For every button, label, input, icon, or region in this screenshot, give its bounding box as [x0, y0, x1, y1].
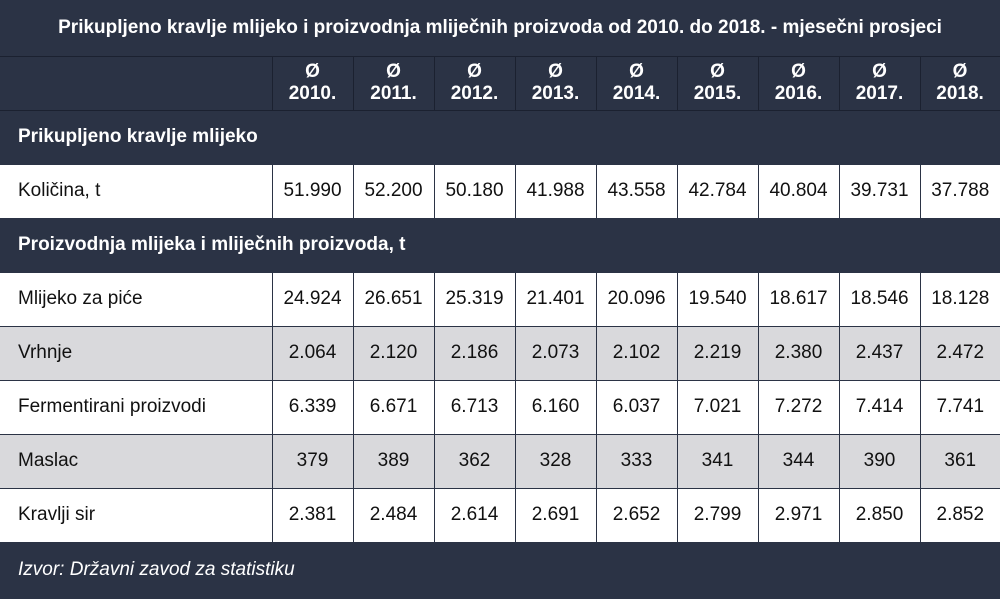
table-cell: 389 [352, 433, 435, 489]
table-row: Kravlji sir 2.381 2.484 2.614 2.691 2.65… [0, 487, 1000, 543]
table-cell: 43.558 [595, 163, 678, 219]
table-row: Vrhnje 2.064 2.120 2.186 2.073 2.102 2.2… [0, 325, 1000, 381]
table-cell: 2.219 [676, 325, 759, 381]
table-cell: 328 [514, 433, 597, 489]
table-cell: 42.784 [676, 163, 759, 219]
table-cell: 2.971 [757, 487, 840, 543]
table-cell: 41.988 [514, 163, 597, 219]
table-row: Količina, t 51.990 52.200 50.180 41.988 … [0, 163, 1000, 219]
table-cell: 379 [271, 433, 354, 489]
row-label: Vrhnje [0, 325, 273, 381]
table-cell: 2.852 [919, 487, 1000, 543]
table-cell: 18.128 [919, 271, 1000, 327]
section-heading: Prikupljeno kravlje mlijeko [0, 110, 1000, 164]
table-cell: 2.120 [352, 325, 435, 381]
section-heading-row: Proizvodnja mlijeka i mliječnih proizvod… [0, 218, 1000, 272]
table-cell: 2.437 [838, 325, 921, 381]
table-cell: 2.472 [919, 325, 1000, 381]
table-cell: 390 [838, 433, 921, 489]
table-row: Mlijeko za piće 24.924 26.651 25.319 21.… [0, 271, 1000, 327]
year-header-row: Ø 2010. Ø 2011. Ø 2012. Ø 2013. Ø 2014. Ø 2015… [0, 55, 1000, 111]
title-row: Prikupljeno kravlje mlijeko i proizvodnj… [0, 0, 1000, 57]
table-cell: 6.671 [352, 379, 435, 435]
table-cell: 40.804 [757, 163, 840, 219]
year-header: Ø 2010. [271, 55, 354, 111]
table-cell: 344 [757, 433, 840, 489]
table-cell: 2.484 [352, 487, 435, 543]
table-row: Fermentirani proizvodi 6.339 6.671 6.713… [0, 379, 1000, 435]
table-cell: 25.319 [433, 271, 516, 327]
table-cell: 7.741 [919, 379, 1000, 435]
table-cell: 2.064 [271, 325, 354, 381]
table-cell: 39.731 [838, 163, 921, 219]
table-cell: 2.186 [433, 325, 516, 381]
table-cell: 7.021 [676, 379, 759, 435]
table-cell: 18.617 [757, 271, 840, 327]
header-blank-cell [0, 55, 273, 111]
table-cell: 2.799 [676, 487, 759, 543]
table-cell: 2.652 [595, 487, 678, 543]
table-cell: 362 [433, 433, 516, 489]
table-cell: 20.096 [595, 271, 678, 327]
year-header: Ø 2014. [595, 55, 678, 111]
table-cell: 18.546 [838, 271, 921, 327]
row-label: Količina, t [0, 163, 273, 219]
year-header: Ø 2013. [514, 55, 597, 111]
table-cell: 333 [595, 433, 678, 489]
table-cell: 19.540 [676, 271, 759, 327]
year-header: Ø 2018. [919, 55, 1000, 111]
section-heading: Proizvodnja mlijeka i mliječnih proizvod… [0, 218, 1000, 272]
table-cell: 52.200 [352, 163, 435, 219]
table-cell: 7.414 [838, 379, 921, 435]
table-cell: 2.850 [838, 487, 921, 543]
table-cell: 2.102 [595, 325, 678, 381]
row-label: Mlijeko za piće [0, 271, 273, 327]
section-heading-row: Prikupljeno kravlje mlijeko [0, 110, 1000, 164]
table-cell: 21.401 [514, 271, 597, 327]
table-cell: 2.614 [433, 487, 516, 543]
source-note: Izvor: Državni zavod za statistiku [0, 542, 1000, 598]
table-cell: 51.990 [271, 163, 354, 219]
table-cell: 361 [919, 433, 1000, 489]
year-header: Ø 2012. [433, 55, 516, 111]
table-row: Maslac 379 389 362 328 333 341 344 390 3… [0, 433, 1000, 489]
table-cell: 50.180 [433, 163, 516, 219]
table-cell: 2.691 [514, 487, 597, 543]
table-cell: 2.380 [757, 325, 840, 381]
year-header: Ø 2015. [676, 55, 759, 111]
table-cell: 24.924 [271, 271, 354, 327]
year-header: Ø 2011. [352, 55, 435, 111]
year-header: Ø 2017. [838, 55, 921, 111]
table-cell: 7.272 [757, 379, 840, 435]
table-cell: 6.339 [271, 379, 354, 435]
source-row: Izvor: Državni zavod za statistiku [0, 542, 1000, 598]
table-title: Prikupljeno kravlje mlijeko i proizvodnj… [0, 0, 1000, 57]
table-cell: 6.037 [595, 379, 678, 435]
table-cell: 6.713 [433, 379, 516, 435]
row-label: Maslac [0, 433, 273, 489]
row-label: Fermentirani proizvodi [0, 379, 273, 435]
table-cell: 6.160 [514, 379, 597, 435]
year-header: Ø 2016. [757, 55, 840, 111]
table-cell: 26.651 [352, 271, 435, 327]
table-cell: 341 [676, 433, 759, 489]
table-cell: 2.381 [271, 487, 354, 543]
table-cell: 2.073 [514, 325, 597, 381]
table-cell: 37.788 [919, 163, 1000, 219]
row-label: Kravlji sir [0, 487, 273, 543]
